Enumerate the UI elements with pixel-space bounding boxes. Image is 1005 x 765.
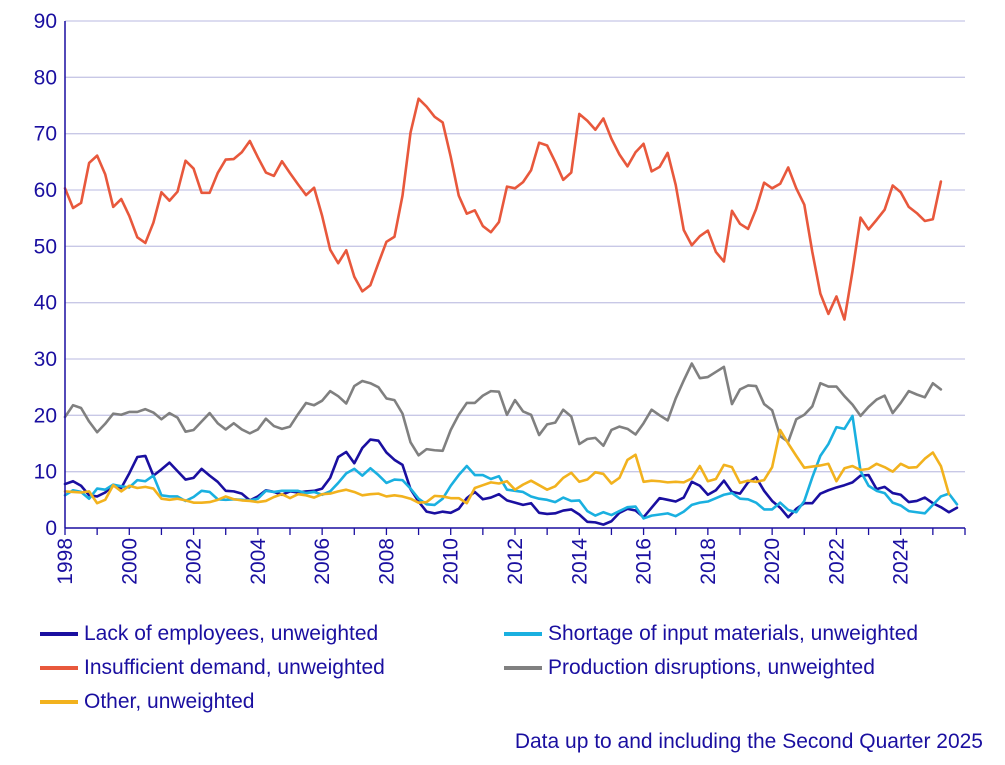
y-tick-label: 60	[34, 179, 57, 202]
y-tick-label: 30	[34, 348, 57, 371]
series-line-1	[63, 414, 959, 520]
line-chart: 0 10 20 30 40 50 60 70 80 90 1998 2000 2002 2004 2006…	[34, 10, 966, 585]
x-tick-label: 1998	[54, 538, 77, 585]
legend-swatch	[40, 666, 78, 670]
y-tick-label: 10	[34, 461, 57, 484]
x-tick-label: 2006	[311, 538, 334, 585]
legend-label: Insufficient demand, unweighted	[84, 656, 385, 679]
y-tick-label: 70	[34, 123, 57, 146]
chart-footnote: Data up to and including the Second Quar…	[514, 730, 983, 753]
series-line-0	[63, 438, 959, 526]
legend-label: Shortage of input materials, unweighted	[548, 622, 919, 645]
legend-item-lack-of-employees: Lack of employees, unweighted	[40, 620, 378, 648]
x-tick-label: 2000	[118, 538, 141, 585]
y-tick-label: 50	[34, 235, 57, 258]
y-axis: 0 10 20 30 40 50 60 70 80 90	[34, 10, 66, 540]
legend-swatch	[40, 632, 78, 636]
legend-swatch	[40, 700, 78, 704]
x-tick-label: 2018	[697, 538, 720, 585]
series-line-4	[63, 428, 951, 505]
legend-item-other: Other, unweighted	[40, 688, 254, 716]
y-tick-label: 80	[34, 66, 57, 89]
x-tick-label: 2016	[633, 538, 656, 585]
x-tick-label: 2004	[247, 538, 270, 585]
y-tick-label: 0	[45, 517, 57, 540]
y-tick-label: 40	[34, 292, 57, 315]
x-tick-label: 2010	[440, 538, 463, 585]
legend-item-shortage-of-input-materials: Shortage of input materials, unweighted	[504, 620, 918, 648]
x-tick-label: 2024	[890, 538, 913, 585]
x-tick-label: 2012	[504, 538, 527, 585]
legend-item-insufficient-demand: Insufficient demand, unweighted	[40, 654, 385, 682]
series-line-3	[63, 362, 943, 457]
grid-lines	[65, 20, 965, 473]
x-tick-label: 2020	[761, 538, 784, 585]
x-tick-label: 2022	[825, 538, 848, 585]
legend-label: Lack of employees, unweighted	[84, 622, 379, 645]
legend-label: Other, unweighted	[84, 690, 255, 713]
legend-label: Production disruptions, unweighted	[548, 656, 875, 679]
series-line-2	[63, 97, 943, 321]
legend-swatch	[504, 666, 542, 670]
legend-swatch	[504, 632, 542, 636]
x-tick-label: 2008	[375, 538, 398, 585]
y-tick-label: 20	[34, 404, 57, 427]
x-tick-label: 2014	[568, 538, 591, 585]
legend-item-production-disruptions: Production disruptions, unweighted	[504, 654, 875, 682]
y-tick-label: 90	[34, 10, 57, 33]
x-axis: 1998 2000 2002 2004 2006 2008 2010 2012 2014 2016…	[54, 527, 966, 585]
x-tick-label: 2002	[183, 538, 206, 585]
series-lines	[63, 97, 959, 526]
